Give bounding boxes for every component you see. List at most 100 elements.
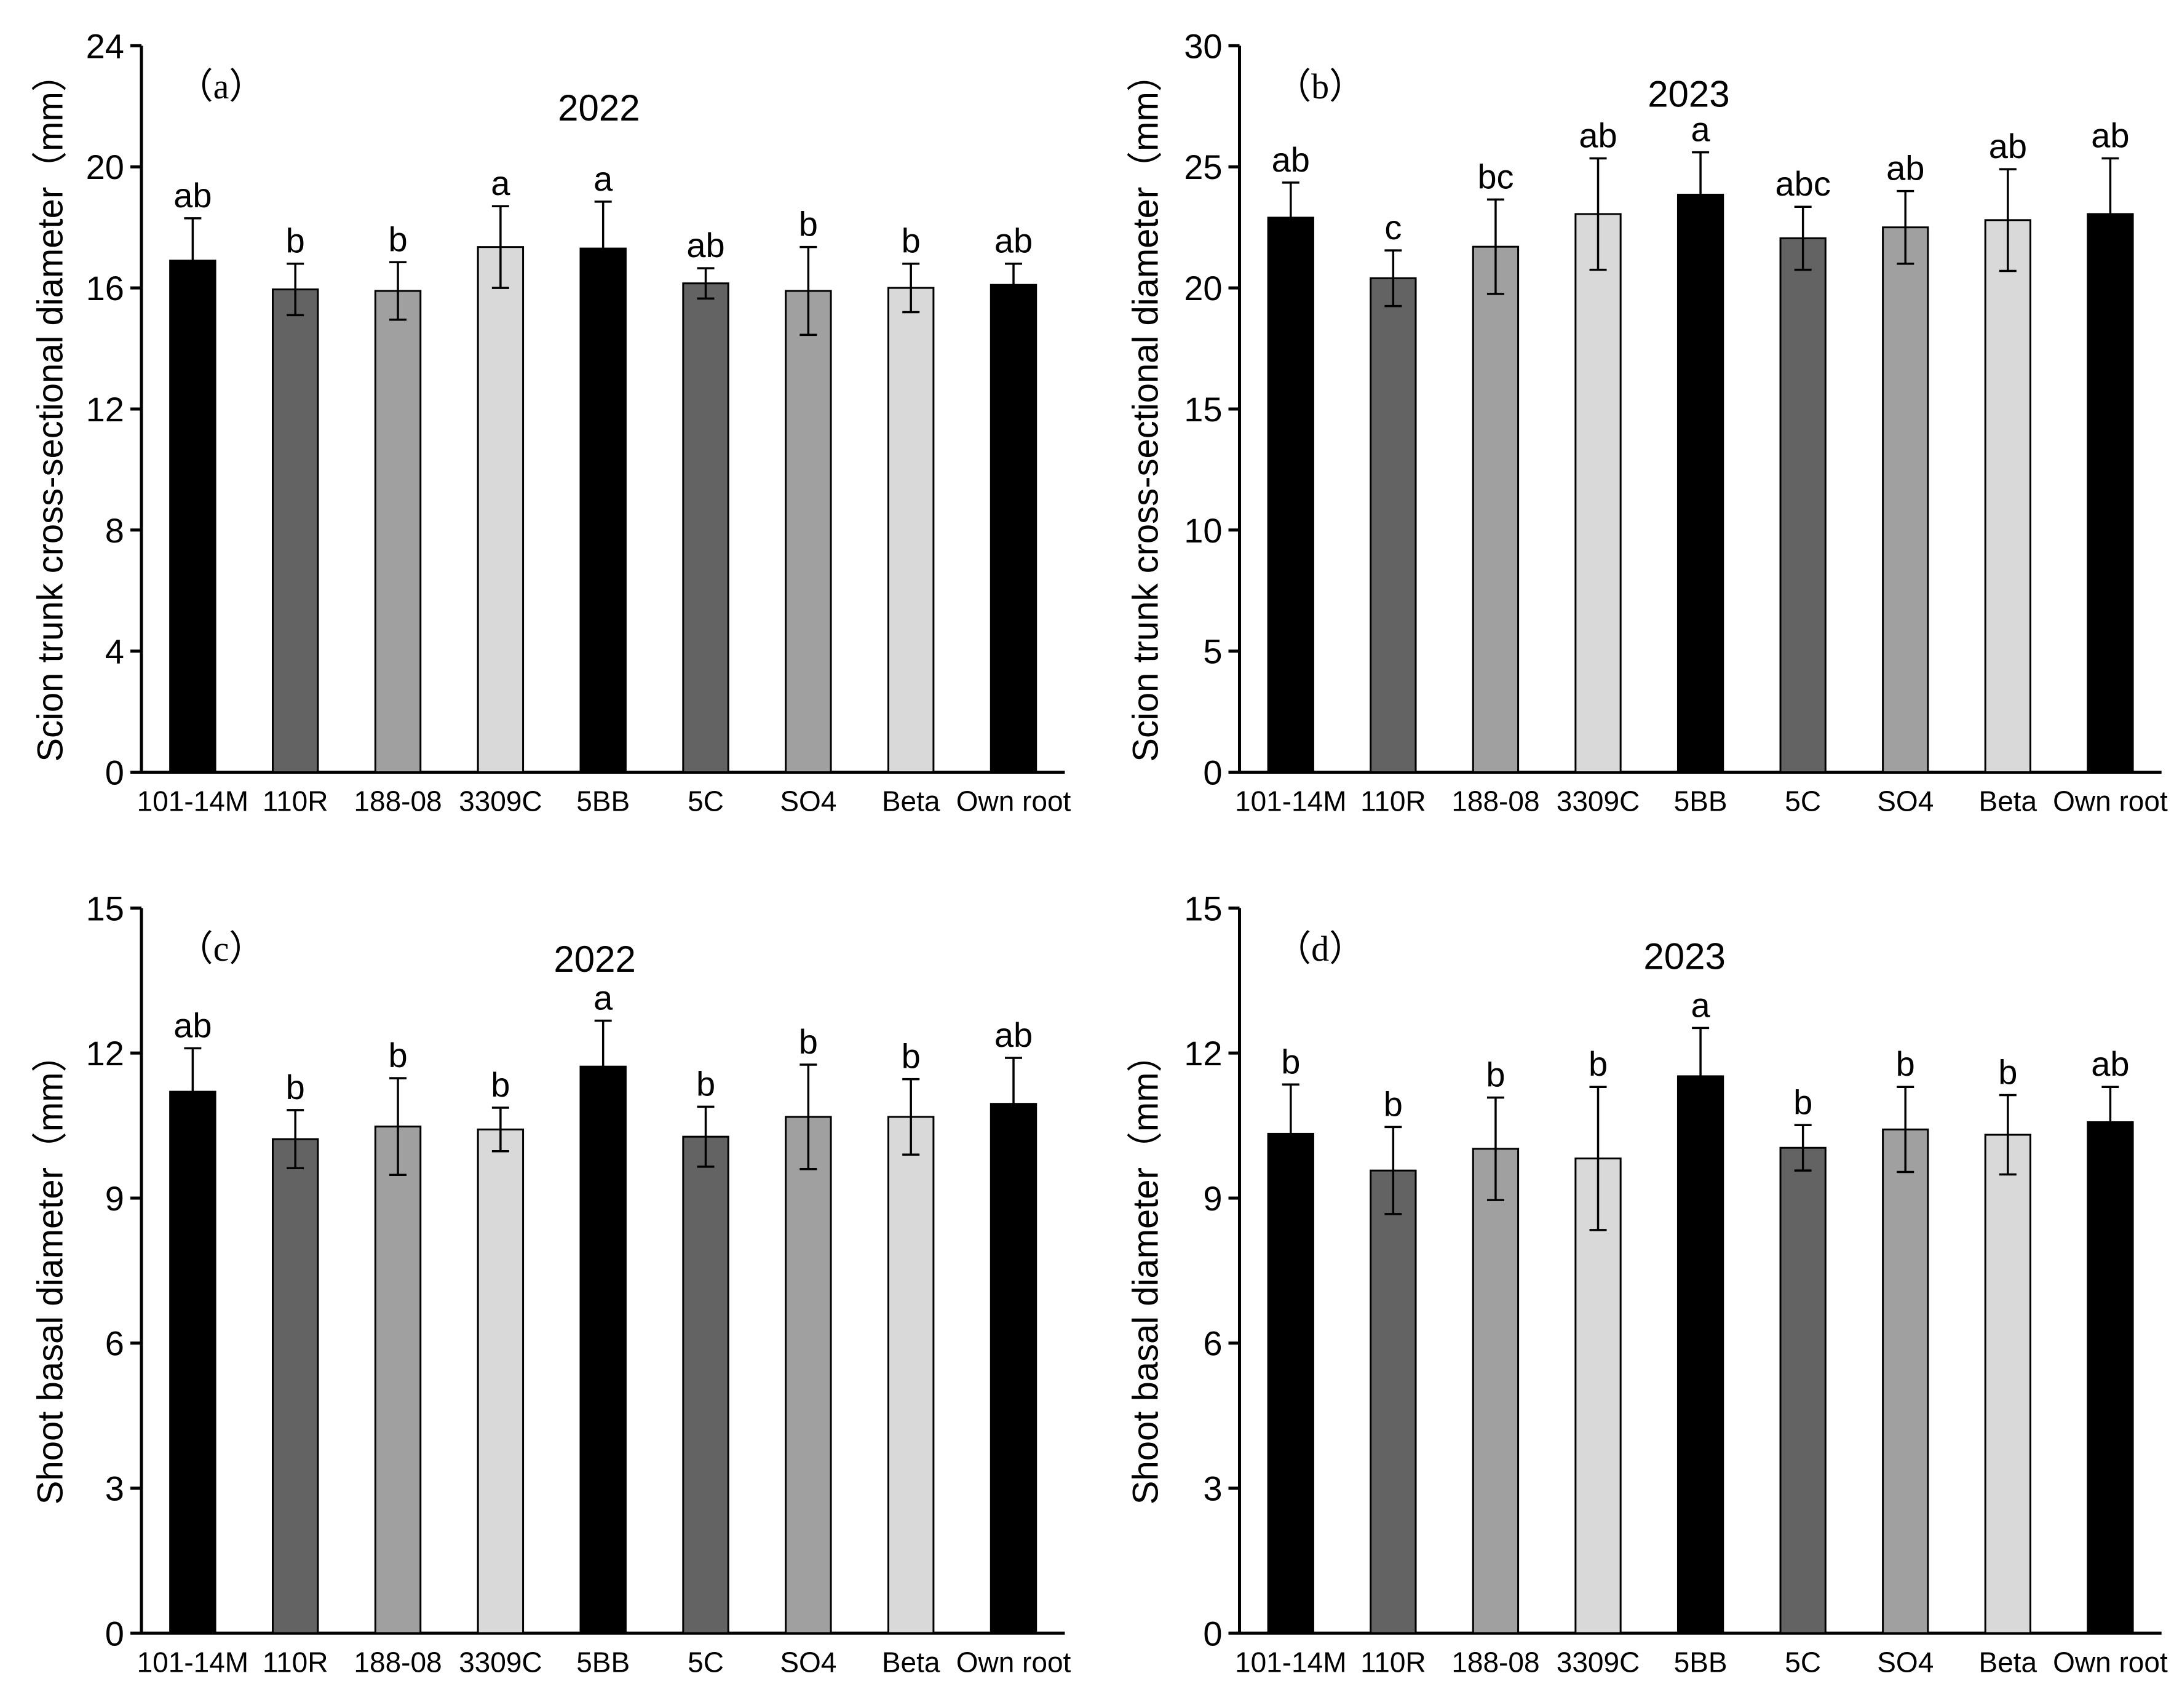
chart-title: 2022 [553,939,635,980]
bar-3309c [477,246,525,774]
y-tick-label: 4 [105,632,124,671]
x-tick-label: 5C [1785,785,1821,817]
y-tick-label: 8 [105,511,124,550]
y-tick-label: 12 [86,390,124,429]
y-tick-label: 0 [105,753,124,792]
bar-5bb [579,1065,627,1634]
significance-label: ab [2091,1044,2129,1083]
y-tick-label: 6 [1203,1324,1222,1363]
x-tick-label: 188-08 [354,1646,442,1678]
y-tick-label: 3 [105,1469,124,1508]
bar-110r [1370,1169,1417,1634]
y-axis-label: Shoot basal diameter（mm） [1125,1036,1165,1504]
significance-label: ab [1579,116,1617,154]
x-tick-label: 5BB [1674,785,1728,817]
x-tick-label: Own root [2053,785,2168,817]
bar-5bb [579,247,627,774]
x-tick-label: Beta [882,785,940,817]
bar-188-08 [374,290,422,774]
significance-label: b [1896,1044,1915,1083]
x-tick-label: 188-08 [1451,785,1539,817]
y-tick-label: 6 [105,1324,124,1363]
bar-own-root [2087,213,2134,774]
bar-so4 [785,1116,832,1634]
significance-label: b [1998,1053,2017,1092]
bar-101-14m [1267,1132,1314,1634]
y-axis-label: Scion trunk cross-sectional diameter（mm） [30,56,70,761]
x-tick-label: 5BB [1674,1646,1728,1678]
significance-label: b [902,1037,921,1076]
bar-3309c [477,1128,525,1634]
x-tick-label: Own root [956,785,1071,817]
significance-label: a [491,164,510,202]
significance-label: b [902,221,921,260]
chart-title: 2023 [1643,935,1725,977]
x-tick-label: 101-14M [137,1646,249,1678]
significance-label: b [799,1022,818,1061]
panel-a: 0 4 8 12 16 20 24 Scion trunk cross-sectional d… [30,26,1071,817]
bar-3309c [1574,213,1622,774]
bar-188-08 [1472,1148,1520,1634]
y-tick-label: 25 [1184,148,1222,186]
significance-label: b [696,1064,715,1103]
y-tick-label: 20 [86,148,124,186]
significance-label: ab [1272,140,1310,179]
bar-110r [271,288,319,774]
bar-188-08 [1472,245,1520,774]
x-tick-label: SO4 [780,785,836,817]
significance-label: a [1691,110,1711,149]
significance-label: ab [994,1015,1033,1054]
significance-label: ab [173,176,212,215]
x-tick-label: 5C [688,785,724,817]
bar-beta [1984,1134,2031,1634]
bar-beta [887,287,935,774]
y-tick-label: 5 [1203,632,1222,671]
bar-so4 [1882,1128,1929,1634]
chart-title: 2023 [1648,73,1729,114]
bar-101-14m [1267,216,1314,774]
x-tick-label: 110R [263,785,328,817]
y-axis-label: Scion trunk cross-sectional diameter（mm） [1125,56,1165,761]
significance-label: a [1691,985,1711,1024]
y-tick-label: 12 [1184,1034,1222,1073]
significance-label: ab [173,1006,212,1044]
bar-beta [1984,219,2031,774]
significance-label: b [1486,1055,1505,1094]
x-tick-label: Own root [956,1646,1071,1678]
significance-label: b [799,205,818,244]
bar-5c [1779,1146,1827,1634]
y-axis-label: Shoot basal diameter（mm） [30,1036,70,1504]
significance-label: b [286,1068,305,1106]
bar-101-14m [169,260,216,774]
y-tick-label: 3 [1203,1469,1222,1508]
bar-5c [682,282,729,774]
significance-label: b [1384,1084,1403,1123]
x-tick-label: SO4 [1877,785,1934,817]
x-tick-label: 3309C [1557,1646,1640,1678]
significance-label: ab [994,221,1033,260]
x-tick-label: Beta [1979,785,2037,817]
y-tick-label: 15 [1184,889,1222,927]
x-tick-label: Beta [882,1646,940,1678]
significance-label: b [286,221,305,260]
significance-label: ab [1886,149,1924,188]
bar-5bb [1676,194,1724,774]
x-tick-label: 110R [263,1646,328,1678]
bar-110r [1370,277,1417,774]
x-tick-label: 3309C [459,1646,542,1678]
x-tick-label: Beta [1979,1646,2037,1678]
x-tick-label: 5C [688,1646,724,1678]
bar-5c [682,1135,729,1634]
significance-label: b [388,1036,407,1074]
significance-label: b [1793,1082,1812,1121]
panel-label: （a） [178,66,265,106]
x-tick-label: 5BB [576,785,630,817]
bar-101-14m [169,1090,216,1634]
y-tick-label: 16 [86,269,124,308]
panel-d: 0 3 6 9 12 15 Shoot basal diameter（mm） （d） 2023 b… [1125,889,2167,1678]
bar-own-root [2087,1121,2134,1634]
significance-label: b [491,1065,510,1104]
y-tick-label: 9 [1203,1179,1222,1218]
